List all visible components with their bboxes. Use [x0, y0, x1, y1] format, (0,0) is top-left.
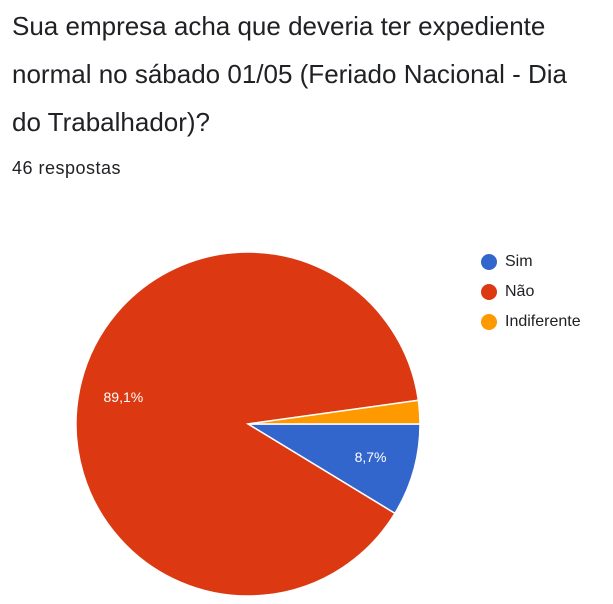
pie-slice [75, 251, 420, 597]
legend-marker [481, 254, 497, 270]
slice-label: 89,1% [104, 389, 144, 405]
pie-slice [247, 399, 421, 425]
legend-label: Sim [505, 253, 533, 270]
pie-slice [245, 423, 421, 515]
chart-subtitle: 46 respostas [12, 158, 122, 178]
legend-label: Não [505, 283, 534, 300]
slice-label: 8,7% [355, 449, 387, 465]
legend-label: Indiferente [505, 313, 581, 330]
chart-title: Sua empresa acha que deveria ter expedie… [12, 11, 567, 137]
legend-marker [481, 284, 497, 300]
legend-marker [481, 314, 497, 330]
